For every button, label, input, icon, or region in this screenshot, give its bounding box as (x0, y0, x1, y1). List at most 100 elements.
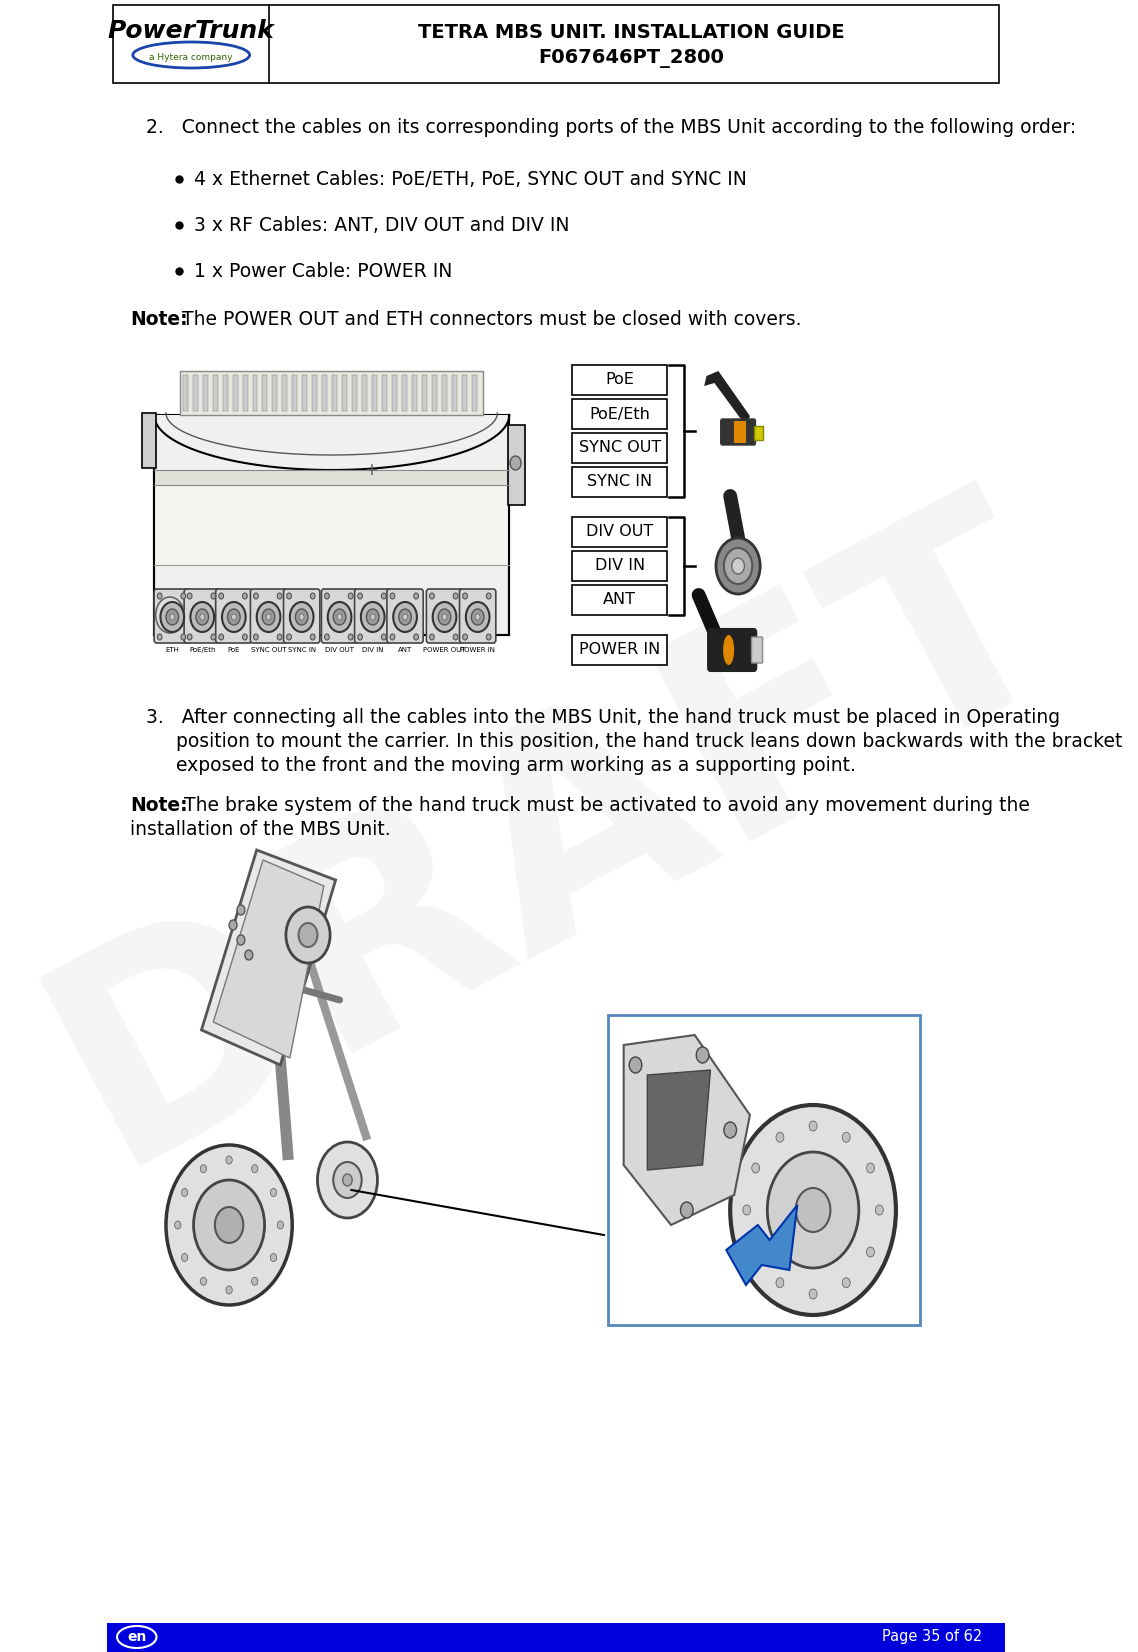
Circle shape (486, 593, 492, 600)
Text: DIV OUT: DIV OUT (325, 648, 354, 653)
FancyBboxPatch shape (182, 375, 188, 411)
FancyBboxPatch shape (142, 413, 157, 468)
Text: en: en (127, 1631, 147, 1644)
Text: PoE/Eth: PoE/Eth (189, 648, 215, 653)
FancyBboxPatch shape (242, 375, 247, 411)
FancyBboxPatch shape (372, 375, 378, 411)
Circle shape (188, 593, 192, 600)
FancyBboxPatch shape (572, 468, 667, 497)
Circle shape (357, 634, 363, 639)
Circle shape (390, 634, 395, 639)
FancyBboxPatch shape (154, 590, 190, 643)
Text: Note:: Note: (131, 311, 188, 329)
FancyBboxPatch shape (734, 421, 747, 443)
FancyBboxPatch shape (508, 425, 525, 506)
Circle shape (196, 610, 208, 624)
FancyBboxPatch shape (184, 590, 221, 643)
Text: installation of the MBS Unit.: installation of the MBS Unit. (131, 819, 391, 839)
FancyBboxPatch shape (113, 5, 998, 83)
Circle shape (324, 634, 329, 639)
Circle shape (215, 1208, 244, 1242)
Circle shape (333, 1161, 362, 1198)
Circle shape (866, 1163, 874, 1173)
FancyBboxPatch shape (332, 375, 338, 411)
Text: 2.   Connect the cables on its corresponding ports of the MBS Unit according to : 2. Connect the cables on its correspondi… (146, 117, 1077, 137)
Text: SYNC OUT: SYNC OUT (250, 648, 287, 653)
Circle shape (333, 610, 346, 624)
Text: POWER IN: POWER IN (460, 648, 495, 653)
Circle shape (348, 634, 353, 639)
Circle shape (337, 615, 341, 620)
Circle shape (254, 593, 258, 600)
Circle shape (443, 615, 447, 620)
FancyBboxPatch shape (250, 590, 287, 643)
FancyBboxPatch shape (720, 420, 756, 444)
Circle shape (398, 610, 411, 624)
Circle shape (278, 1221, 283, 1229)
Circle shape (166, 1145, 292, 1305)
Circle shape (486, 634, 492, 639)
Circle shape (476, 615, 480, 620)
FancyBboxPatch shape (453, 375, 457, 411)
Circle shape (357, 593, 363, 600)
Circle shape (767, 1151, 859, 1269)
Text: PowerTrunk: PowerTrunk (108, 20, 274, 43)
Circle shape (453, 593, 457, 600)
FancyBboxPatch shape (154, 486, 509, 565)
Text: ANT: ANT (603, 593, 636, 608)
Circle shape (226, 1285, 232, 1294)
FancyBboxPatch shape (216, 590, 251, 643)
Circle shape (262, 610, 275, 624)
Circle shape (286, 907, 330, 963)
Circle shape (842, 1277, 850, 1289)
FancyBboxPatch shape (107, 1622, 1005, 1652)
Circle shape (157, 634, 162, 639)
Circle shape (231, 615, 237, 620)
Polygon shape (704, 372, 750, 426)
FancyBboxPatch shape (572, 585, 667, 615)
FancyBboxPatch shape (572, 365, 667, 395)
Circle shape (463, 634, 468, 639)
Circle shape (251, 1165, 258, 1173)
Circle shape (174, 1221, 181, 1229)
Circle shape (299, 615, 304, 620)
FancyBboxPatch shape (462, 375, 468, 411)
FancyBboxPatch shape (443, 375, 447, 411)
Text: a Hytera company: a Hytera company (149, 53, 233, 63)
Circle shape (226, 1156, 232, 1165)
FancyBboxPatch shape (282, 375, 288, 411)
Circle shape (414, 634, 419, 639)
Circle shape (390, 593, 395, 600)
Circle shape (731, 1105, 896, 1315)
FancyBboxPatch shape (412, 375, 418, 411)
Text: PoE: PoE (228, 648, 240, 653)
Circle shape (324, 593, 329, 600)
Circle shape (732, 558, 744, 573)
Circle shape (795, 1188, 831, 1232)
Circle shape (381, 634, 386, 639)
Text: SYNC IN: SYNC IN (587, 474, 652, 489)
Circle shape (866, 1247, 874, 1257)
Circle shape (776, 1132, 784, 1142)
FancyBboxPatch shape (154, 415, 509, 634)
Circle shape (453, 634, 457, 639)
FancyBboxPatch shape (572, 634, 667, 666)
FancyBboxPatch shape (472, 375, 478, 411)
Circle shape (211, 593, 216, 600)
Circle shape (245, 950, 253, 960)
Circle shape (271, 1254, 277, 1262)
FancyBboxPatch shape (283, 590, 320, 643)
FancyBboxPatch shape (572, 400, 667, 430)
Text: 4 x Ethernet Cables: PoE/ETH, PoE, SYNC OUT and SYNC IN: 4 x Ethernet Cables: PoE/ETH, PoE, SYNC … (193, 170, 747, 188)
Circle shape (471, 610, 484, 624)
Circle shape (190, 601, 214, 633)
FancyBboxPatch shape (203, 375, 207, 411)
Text: +: + (364, 461, 378, 479)
FancyBboxPatch shape (192, 375, 198, 411)
FancyBboxPatch shape (460, 590, 496, 643)
Circle shape (278, 634, 282, 639)
FancyBboxPatch shape (753, 426, 764, 439)
Circle shape (222, 601, 246, 633)
Circle shape (348, 593, 353, 600)
Circle shape (429, 593, 435, 600)
